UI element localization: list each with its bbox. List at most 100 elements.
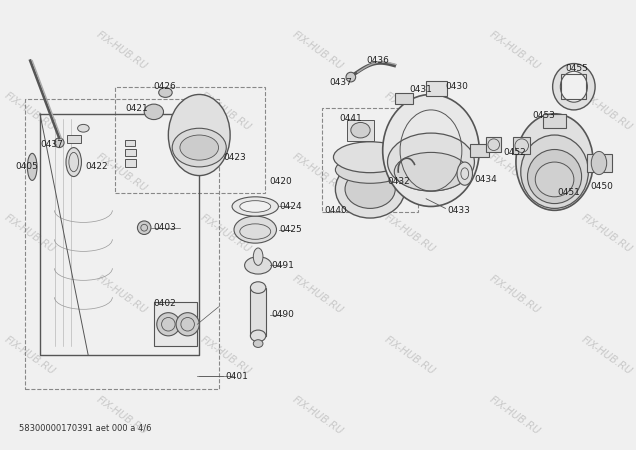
Circle shape (137, 221, 151, 234)
Text: 0401: 0401 (225, 372, 248, 381)
Text: 0423: 0423 (223, 153, 246, 162)
Text: FIX-HUB.RU: FIX-HUB.RU (291, 30, 345, 72)
Ellipse shape (180, 135, 219, 160)
Ellipse shape (240, 201, 271, 212)
Ellipse shape (394, 153, 467, 191)
Text: FIX-HUB.RU: FIX-HUB.RU (579, 212, 634, 255)
Ellipse shape (591, 152, 607, 175)
Text: 0441: 0441 (339, 114, 362, 123)
Text: FIX-HUB.RU: FIX-HUB.RU (2, 91, 57, 133)
Text: FIX-HUB.RU: FIX-HUB.RU (291, 395, 345, 437)
Text: 0432: 0432 (387, 177, 410, 186)
Text: 0425: 0425 (279, 225, 302, 234)
Bar (125, 148, 137, 156)
Ellipse shape (333, 142, 407, 173)
Bar (322, 108, 418, 212)
Bar (25, 99, 219, 389)
Circle shape (176, 313, 199, 336)
Text: FIX-HUB.RU: FIX-HUB.RU (383, 91, 438, 133)
Bar (469, 144, 489, 157)
Text: 0405: 0405 (16, 162, 39, 171)
Ellipse shape (251, 330, 266, 342)
Text: FIX-HUB.RU: FIX-HUB.RU (487, 273, 542, 315)
Text: FIX-HUB.RU: FIX-HUB.RU (94, 273, 149, 315)
Bar (486, 137, 501, 153)
Ellipse shape (253, 340, 263, 347)
Bar (562, 74, 586, 99)
Text: 0450: 0450 (590, 182, 613, 191)
Text: FIX-HUB.RU: FIX-HUB.RU (94, 30, 149, 72)
Circle shape (346, 72, 356, 82)
Ellipse shape (457, 162, 473, 185)
Text: 0440: 0440 (325, 206, 347, 215)
Ellipse shape (345, 170, 395, 208)
Text: FIX-HUB.RU: FIX-HUB.RU (198, 212, 253, 255)
Bar (513, 137, 530, 154)
Ellipse shape (516, 114, 593, 210)
Ellipse shape (172, 128, 226, 167)
Ellipse shape (144, 104, 163, 120)
Ellipse shape (553, 63, 595, 110)
Text: 0451: 0451 (558, 189, 580, 198)
Bar (543, 114, 566, 128)
Bar (347, 120, 374, 141)
Text: 0433: 0433 (447, 206, 470, 215)
Text: 0455: 0455 (565, 64, 588, 73)
Bar (125, 159, 137, 167)
Text: 0453: 0453 (532, 111, 555, 120)
Text: FIX-HUB.RU: FIX-HUB.RU (94, 395, 149, 437)
Bar (251, 288, 266, 336)
Text: FIX-HUB.RU: FIX-HUB.RU (2, 212, 57, 255)
Text: 0491: 0491 (272, 261, 294, 270)
Text: 0430: 0430 (445, 82, 468, 91)
Text: FIX-HUB.RU: FIX-HUB.RU (291, 152, 345, 194)
Bar (67, 135, 81, 143)
Ellipse shape (387, 133, 474, 191)
Ellipse shape (351, 122, 370, 138)
Text: 0421: 0421 (125, 104, 148, 113)
Ellipse shape (234, 216, 277, 243)
Circle shape (55, 138, 64, 148)
Text: FIX-HUB.RU: FIX-HUB.RU (487, 30, 542, 72)
Text: FIX-HUB.RU: FIX-HUB.RU (2, 334, 57, 376)
Ellipse shape (527, 149, 581, 203)
Ellipse shape (66, 148, 81, 176)
Text: 0437: 0437 (40, 140, 63, 149)
Ellipse shape (245, 256, 272, 274)
Bar (154, 302, 197, 346)
Ellipse shape (27, 153, 37, 180)
Text: FIX-HUB.RU: FIX-HUB.RU (383, 334, 438, 376)
Text: 0426: 0426 (154, 82, 177, 91)
Ellipse shape (536, 162, 574, 197)
Text: FIX-HUB.RU: FIX-HUB.RU (579, 334, 634, 376)
Text: 0402: 0402 (154, 300, 177, 309)
Ellipse shape (169, 94, 230, 176)
Text: 0490: 0490 (272, 310, 294, 319)
Text: 0431: 0431 (410, 85, 432, 94)
Text: FIX-HUB.RU: FIX-HUB.RU (383, 212, 438, 255)
Text: 0436: 0436 (366, 56, 389, 65)
Ellipse shape (521, 135, 588, 208)
Bar (125, 140, 135, 146)
Ellipse shape (159, 88, 172, 97)
Text: 0422: 0422 (85, 162, 107, 171)
Ellipse shape (232, 197, 279, 216)
Bar (115, 87, 265, 193)
Text: FIX-HUB.RU: FIX-HUB.RU (291, 273, 345, 315)
Text: FIX-HUB.RU: FIX-HUB.RU (198, 91, 253, 133)
Text: 0452: 0452 (503, 148, 526, 157)
Ellipse shape (253, 248, 263, 266)
Text: 0403: 0403 (154, 223, 177, 232)
Text: 58300000170391 aet 000 a 4/6: 58300000170391 aet 000 a 4/6 (18, 423, 151, 432)
Text: FIX-HUB.RU: FIX-HUB.RU (487, 152, 542, 194)
Text: 0424: 0424 (279, 202, 302, 211)
Ellipse shape (335, 160, 405, 218)
Ellipse shape (251, 282, 266, 293)
Text: 0420: 0420 (270, 177, 293, 186)
Circle shape (156, 313, 180, 336)
Bar (395, 93, 413, 104)
Bar (426, 81, 447, 96)
Ellipse shape (560, 71, 588, 102)
Ellipse shape (78, 124, 89, 132)
Text: FIX-HUB.RU: FIX-HUB.RU (198, 334, 253, 376)
